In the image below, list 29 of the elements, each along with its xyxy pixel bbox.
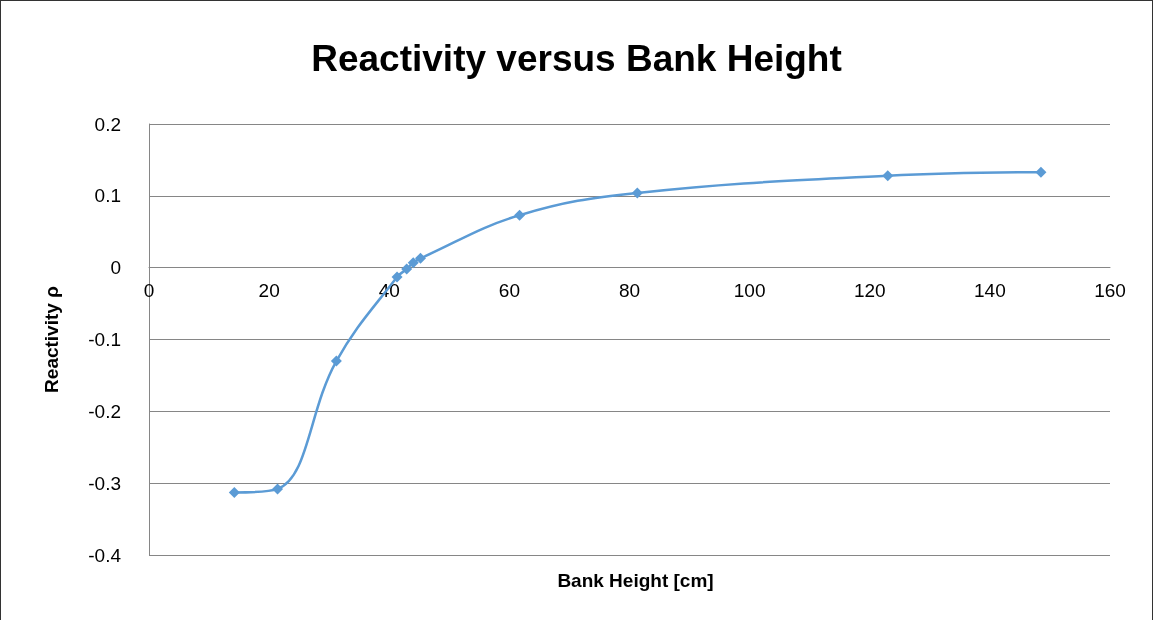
y-tick-label: -0.3 <box>88 472 121 494</box>
point <box>391 271 403 283</box>
point <box>414 252 426 264</box>
point <box>272 483 284 495</box>
point <box>407 257 419 269</box>
y-tick-label: 0 <box>110 257 121 279</box>
point <box>631 187 643 199</box>
point <box>228 487 240 499</box>
x-tick-label: 80 <box>618 280 641 301</box>
y-axis-title: Reactivity ρ <box>41 285 62 393</box>
x-tick-label: 120 <box>853 280 886 301</box>
chart-title: Reactivity versus Bank Height <box>311 38 842 79</box>
point <box>514 209 526 221</box>
y-tick-label: 0.1 <box>94 185 121 207</box>
x-tick-label: 100 <box>733 280 766 301</box>
x-axis-title: Bank Height [cm] <box>557 570 714 591</box>
y-tick-label: -0.2 <box>88 400 121 422</box>
x-tick-label: 0 <box>143 280 155 301</box>
y-tick-label: -0.1 <box>88 329 121 350</box>
y-tick-label: 0.2 <box>94 113 121 135</box>
point <box>882 170 894 182</box>
x-tick-label: 140 <box>974 280 1006 301</box>
point <box>401 263 413 275</box>
point <box>330 355 342 367</box>
y-tick-label: -0.4 <box>88 544 122 566</box>
x-tick-label: 20 <box>258 280 280 301</box>
x-tick-label: 160 <box>1094 280 1126 301</box>
point <box>1035 166 1047 178</box>
x-tick-label: 60 <box>498 280 520 301</box>
